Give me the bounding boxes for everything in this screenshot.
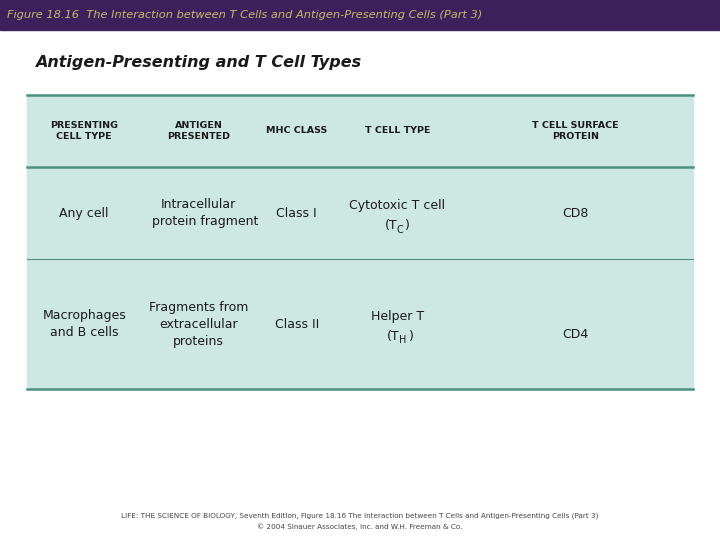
Text: H: H bbox=[399, 335, 406, 346]
Text: ): ) bbox=[405, 219, 410, 232]
Text: CD4: CD4 bbox=[562, 328, 588, 341]
Text: Antigen-Presenting and T Cell Types: Antigen-Presenting and T Cell Types bbox=[35, 55, 361, 70]
Text: Class II: Class II bbox=[274, 318, 319, 330]
Bar bbox=[0, 0, 720, 30]
Text: Fragments from
extracellular
proteins: Fragments from extracellular proteins bbox=[149, 300, 248, 348]
Text: ): ) bbox=[409, 329, 414, 342]
Text: CD8: CD8 bbox=[562, 207, 588, 220]
Text: C: C bbox=[396, 225, 402, 235]
Text: Cytotoxic T cell: Cytotoxic T cell bbox=[349, 199, 446, 212]
Text: (T: (T bbox=[387, 329, 400, 342]
Text: Macrophages
and B cells: Macrophages and B cells bbox=[42, 309, 126, 339]
Text: T CELL SURFACE
PROTEIN: T CELL SURFACE PROTEIN bbox=[532, 121, 618, 141]
Text: PRESENTING
CELL TYPE: PRESENTING CELL TYPE bbox=[50, 121, 118, 141]
Text: ANTIGEN
PRESENTED: ANTIGEN PRESENTED bbox=[167, 121, 230, 141]
Text: Helper T: Helper T bbox=[371, 310, 424, 323]
Text: Class I: Class I bbox=[276, 207, 317, 220]
Text: Any cell: Any cell bbox=[60, 207, 109, 220]
Text: MHC CLASS: MHC CLASS bbox=[266, 126, 328, 136]
Text: Intracellular
   protein fragment: Intracellular protein fragment bbox=[140, 198, 258, 228]
Text: LIFE: THE SCIENCE OF BIOLOGY, Seventh Edition, Figure 18.16 The Interaction betw: LIFE: THE SCIENCE OF BIOLOGY, Seventh Ed… bbox=[121, 512, 599, 519]
Bar bbox=[27, 94, 693, 389]
Text: Figure 18.16  The Interaction between T Cells and Antigen-Presenting Cells (Part: Figure 18.16 The Interaction between T C… bbox=[7, 10, 482, 20]
Text: (T: (T bbox=[384, 219, 397, 232]
Text: © 2004 Sinauer Associates, Inc. and W.H. Freeman & Co.: © 2004 Sinauer Associates, Inc. and W.H.… bbox=[257, 523, 463, 530]
Text: T CELL TYPE: T CELL TYPE bbox=[365, 126, 430, 136]
